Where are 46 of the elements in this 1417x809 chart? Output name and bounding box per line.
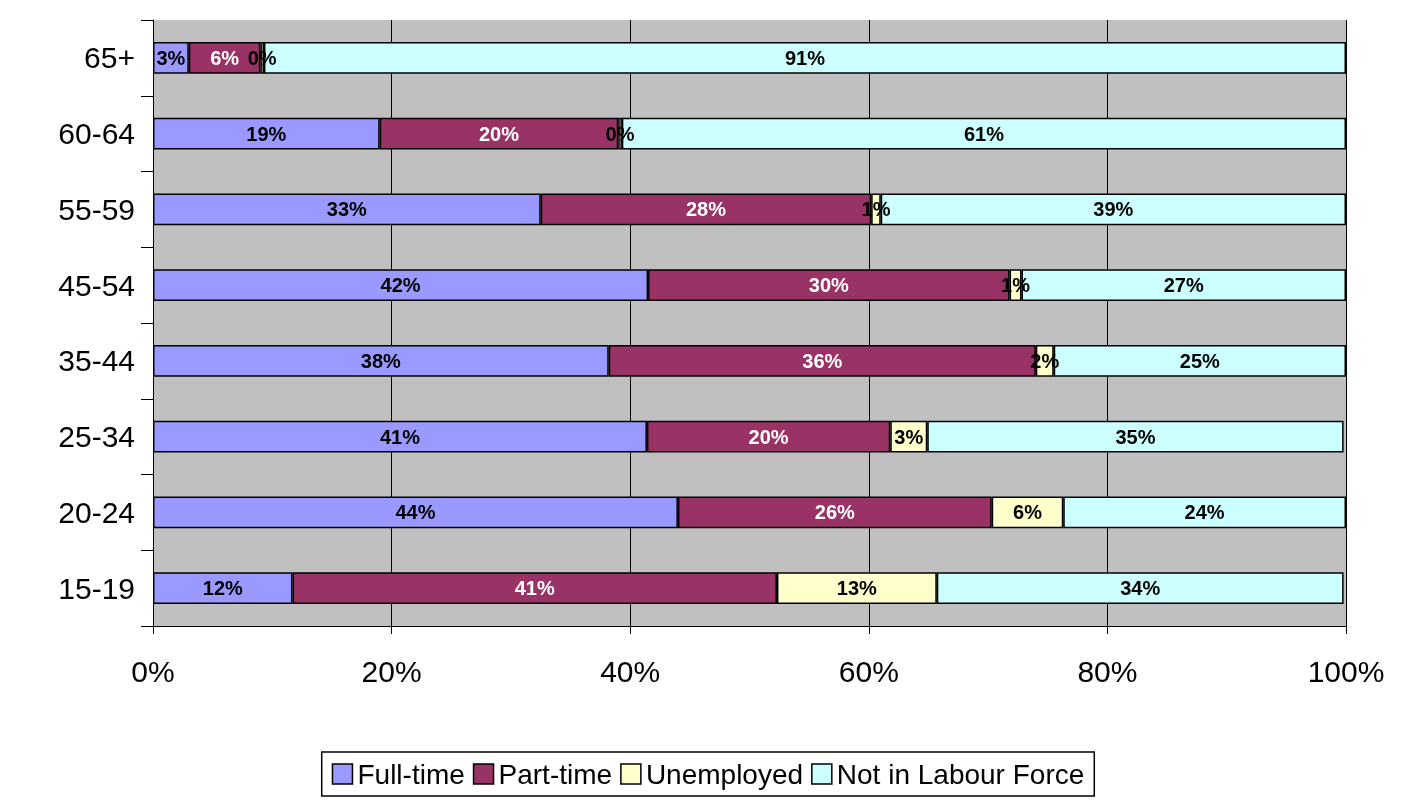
y-tick-label: 45-54 [58,268,135,302]
x-tick-label: 100% [1307,654,1385,688]
data-label: 35% [1115,425,1156,448]
y-tick-label: 60-64 [58,117,135,151]
y-tick-label: 20-24 [58,495,135,529]
data-label: 34% [1120,577,1161,600]
data-label: 38% [360,349,402,372]
data-label: 20% [748,425,789,448]
data-label: 24% [1184,501,1225,524]
data-label: 36% [802,349,843,372]
data-label: 42% [380,274,421,297]
data-label: 28% [685,198,727,221]
data-label: 91% [784,46,826,69]
y-tick-label: 55-59 [58,192,135,226]
data-label: 61% [963,122,1005,145]
x-tick-label: 20% [361,654,422,688]
data-label: 3% [156,46,186,69]
x-tick-label: 0% [131,654,175,688]
legend-label: Unemployed [645,758,804,790]
data-label: 33% [326,198,368,221]
y-tick-label: 35-44 [58,344,135,378]
legend-label: Full-time [357,758,465,790]
data-label: 6% [210,46,240,69]
data-label: 25% [1179,349,1221,372]
data-label: 39% [1093,198,1134,221]
data-label: 27% [1163,274,1204,297]
x-tick-label: 60% [838,654,899,688]
y-tick-label: 15-19 [58,571,135,605]
x-tick-label: 40% [600,654,661,688]
data-label: 12% [202,577,244,600]
legend-label: Not in Labour Force [836,758,1085,790]
data-label: 13% [836,577,878,600]
data-label: 30% [808,274,850,297]
data-label: 26% [814,501,856,524]
data-label: 19% [246,122,287,145]
x-tick-label: 80% [1077,654,1138,688]
data-label: 6% [1013,501,1043,524]
data-label: 41% [514,577,555,600]
y-tick-label: 25-34 [58,420,135,454]
data-label: 1% [861,198,891,221]
data-label: 3% [894,425,924,448]
y-tick-label: 65+ [84,41,135,75]
data-label: 20% [478,122,520,145]
data-label: 44% [395,501,436,524]
data-label: 41% [379,425,421,448]
legend-label: Part-time [498,758,613,790]
